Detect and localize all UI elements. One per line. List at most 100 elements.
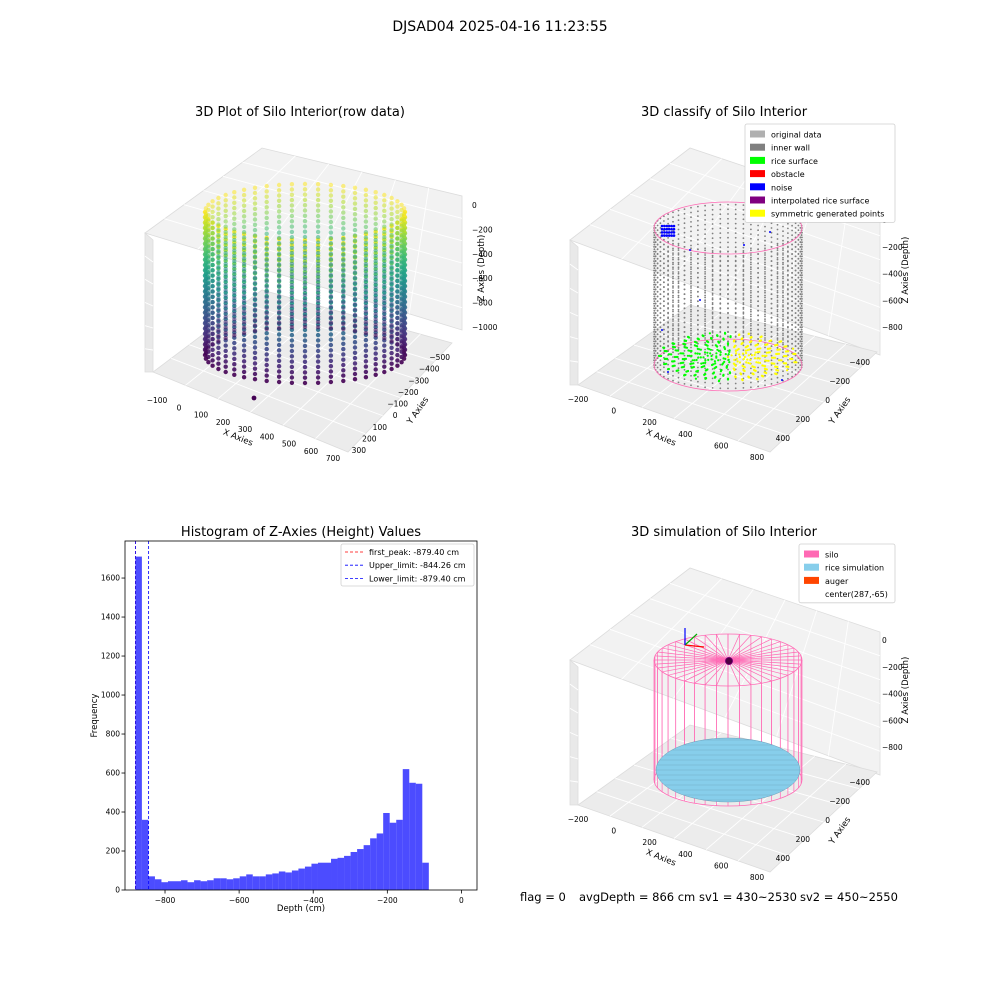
wall-point (677, 280, 680, 283)
wall-point (697, 267, 699, 269)
data-point (315, 272, 321, 277)
data-point (363, 330, 369, 335)
wall-point (742, 246, 745, 249)
data-point (352, 201, 358, 206)
wall-point (727, 349, 729, 352)
data-point (401, 296, 407, 301)
wall-point (794, 241, 797, 244)
wall-point (750, 322, 752, 325)
data-point (206, 202, 211, 207)
wall-point (677, 324, 680, 327)
noise-point (667, 371, 669, 373)
x-tick-label: −800 (155, 896, 176, 905)
data-point (341, 311, 346, 316)
rice-point (715, 356, 718, 359)
wall-point (667, 336, 669, 338)
data-point (206, 255, 211, 260)
wall-point (677, 275, 680, 278)
data-point (315, 309, 321, 314)
data-point (276, 358, 282, 364)
data-point (315, 370, 321, 375)
noise-point (660, 234, 664, 237)
wall-point (742, 265, 745, 268)
rice-point (738, 353, 741, 356)
wall-point (787, 222, 789, 225)
wall-point (711, 322, 714, 325)
wall-point (799, 278, 802, 281)
wall-point (776, 357, 779, 360)
wall-point (690, 296, 692, 299)
wall-point (711, 268, 714, 271)
data-point (389, 217, 394, 222)
wall-point (663, 333, 665, 336)
tick-labels: −2000200400600800−400−2000200400−800−600… (568, 216, 903, 462)
data-point (241, 198, 247, 203)
data-point (389, 338, 394, 344)
data-point (401, 322, 407, 328)
y-tick-label: 400 (776, 854, 791, 863)
wall-point (750, 247, 752, 250)
data-point (216, 238, 221, 243)
rice-point (795, 361, 798, 364)
data-point (264, 311, 269, 316)
data-point (276, 251, 282, 256)
wall-point (672, 258, 674, 261)
wall-point (677, 282, 680, 285)
wall-point (782, 290, 784, 292)
data-point (216, 307, 221, 312)
grid-line (669, 582, 881, 657)
wall-point (690, 273, 692, 275)
wall-point (667, 293, 669, 296)
data-point (352, 196, 358, 201)
wall-point (750, 261, 752, 264)
rice-point (756, 378, 759, 381)
data-point (223, 282, 228, 288)
data-point (363, 353, 369, 359)
wall-point (672, 285, 674, 288)
wall-point (801, 279, 803, 281)
wall-point (776, 233, 779, 236)
data-point (328, 288, 334, 294)
data-point (252, 366, 258, 371)
data-point (276, 209, 282, 214)
wall-point (659, 269, 662, 272)
wall-point (787, 307, 789, 310)
noise-point (665, 227, 669, 231)
noise-point (663, 224, 666, 228)
tick-labels: −2000200400600800−400−2000200400−800−600… (568, 636, 903, 882)
data-point (328, 241, 334, 246)
z-tick-label: −600 (882, 296, 903, 305)
rice-point (738, 333, 741, 336)
status-flag: flag = 0 (520, 890, 566, 904)
data-point (241, 359, 247, 364)
rice-point (706, 354, 709, 357)
wall-point (757, 385, 759, 388)
data-point (382, 359, 387, 364)
data-point (223, 369, 228, 375)
wall-point (742, 302, 745, 304)
wall-point (782, 275, 784, 278)
data-point (289, 229, 295, 235)
data-point (206, 292, 211, 297)
wall-point (799, 302, 802, 305)
histogram-bar (135, 556, 142, 890)
wall-point (782, 348, 784, 351)
wall-point (794, 260, 797, 262)
wall-point (659, 241, 662, 244)
wall-point (742, 232, 745, 235)
data-point (341, 183, 346, 189)
wall-point (672, 272, 674, 275)
rice-point (759, 339, 763, 342)
noise-point (689, 249, 691, 251)
data-point (341, 210, 346, 215)
rice-point (706, 347, 709, 350)
data-point (341, 279, 346, 284)
rice-point (681, 358, 684, 361)
data-point (341, 242, 346, 247)
data-point (206, 213, 211, 218)
data-point (241, 309, 247, 314)
data-point (352, 323, 358, 328)
rice-point (714, 344, 717, 347)
data-point (328, 278, 334, 283)
wall-point (782, 329, 784, 332)
